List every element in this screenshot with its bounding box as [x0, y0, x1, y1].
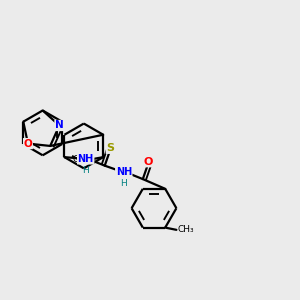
Text: H: H: [120, 179, 127, 188]
Text: NH: NH: [116, 167, 132, 177]
Text: H: H: [82, 166, 89, 175]
Text: O: O: [144, 157, 153, 167]
Text: N: N: [55, 121, 64, 130]
Text: CH₃: CH₃: [73, 155, 89, 164]
Text: O: O: [24, 139, 32, 148]
Text: S: S: [106, 143, 114, 153]
Text: CH₃: CH₃: [178, 225, 195, 234]
Text: NH: NH: [78, 154, 94, 164]
